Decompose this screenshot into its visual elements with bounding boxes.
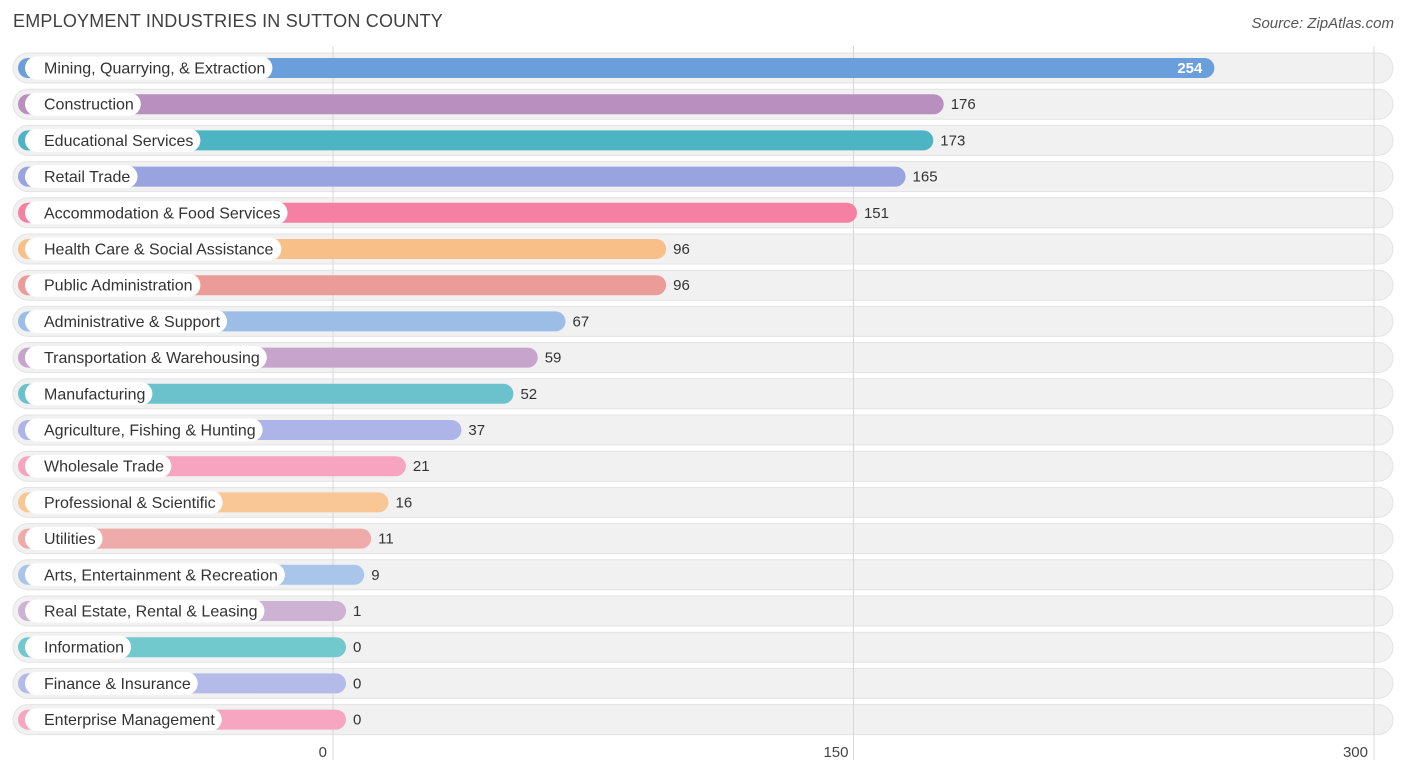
category-label-background (25, 56, 273, 80)
value-label: 67 (572, 313, 589, 330)
bar (18, 94, 944, 115)
value-label: 0 (353, 639, 361, 656)
value-label: 59 (545, 350, 562, 367)
value-label: 96 (673, 241, 690, 258)
x-tick-label: 0 (319, 744, 327, 761)
bar (18, 528, 372, 549)
value-label: 254 (1177, 60, 1203, 77)
value-label: 165 (913, 169, 938, 186)
value-label: 151 (864, 205, 889, 222)
row-track (12, 631, 1394, 663)
category-label: Transportation & Warehousing (44, 350, 260, 367)
category-label-background (25, 165, 138, 189)
value-label: 37 (468, 422, 485, 439)
category-label-background (25, 128, 201, 152)
bar (18, 58, 1215, 78)
category-label: Agriculture, Fishing & Hunting (44, 423, 256, 440)
value-label: 173 (940, 132, 965, 149)
category-label: Construction (44, 97, 134, 114)
category-label-background (25, 490, 223, 514)
category-label: Enterprise Management (44, 712, 215, 729)
value-label: 11 (378, 531, 394, 548)
source-label: Source: ZipAtlas.com (1251, 15, 1394, 32)
category-label-background (25, 454, 172, 478)
value-label: 21 (413, 458, 430, 475)
value-label: 176 (951, 96, 976, 113)
category-label-background (25, 92, 141, 116)
category-label: Mining, Quarrying, & Extraction (44, 61, 265, 78)
category-label: Wholesale Trade (44, 459, 164, 476)
row-track (12, 667, 1394, 699)
category-label-background (25, 635, 132, 659)
value-label: 96 (673, 277, 690, 294)
category-label-background (25, 309, 228, 333)
category-label-background (25, 563, 285, 587)
category-label-background (25, 671, 198, 695)
category-label-background (25, 273, 201, 297)
category-label: Professional & Scientific (44, 495, 216, 512)
category-label-background (25, 201, 288, 225)
category-label-background (25, 237, 282, 261)
category-label: Administrative & Support (44, 314, 221, 331)
category-label: Educational Services (44, 133, 193, 150)
bar (18, 166, 906, 187)
bars-layer: Mining, Quarrying, & Extraction 254 Constr… (18, 56, 1215, 732)
category-label: Retail Trade (44, 169, 130, 186)
category-label: Accommodation & Food Services (44, 205, 281, 222)
value-label: 1 (353, 603, 361, 620)
category-label: Utilities (44, 531, 96, 548)
category-label-background (25, 382, 153, 406)
category-label: Information (44, 640, 124, 657)
chart-title: EMPLOYMENT INDUSTRIES IN SUTTON COUNTY (13, 11, 443, 31)
category-label-background (25, 708, 222, 732)
bar (18, 130, 934, 151)
category-label-background (25, 418, 263, 442)
category-label: Real Estate, Rental & Leasing (44, 604, 257, 621)
category-label: Public Administration (44, 278, 193, 295)
row-track (12, 704, 1394, 736)
value-label: 0 (353, 675, 361, 692)
category-label: Health Care & Social Assistance (44, 242, 274, 259)
value-label: 9 (371, 567, 379, 584)
value-label: 0 (353, 712, 361, 729)
x-tick-label: 150 (823, 744, 848, 761)
category-label: Finance & Insurance (44, 676, 191, 693)
category-label-background (25, 527, 103, 551)
category-label-background (25, 346, 267, 370)
category-label: Manufacturing (44, 386, 145, 403)
x-tick-label: 300 (1343, 744, 1368, 761)
tick-labels: 0 150 300 (319, 744, 1368, 761)
category-label: Arts, Entertainment & Recreation (44, 567, 278, 584)
category-label-background (25, 599, 265, 623)
value-label: 52 (520, 386, 537, 403)
value-label: 16 (396, 494, 413, 511)
row-track (12, 595, 1394, 627)
